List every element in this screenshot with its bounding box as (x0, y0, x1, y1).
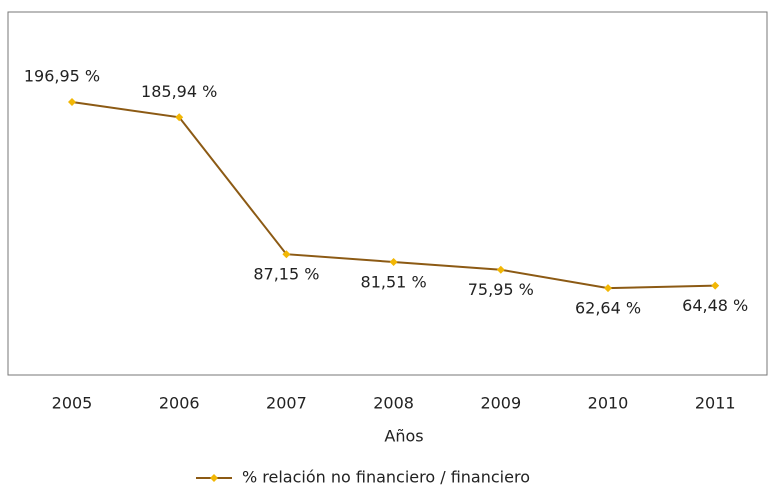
x-tick-label: 2005 (52, 394, 93, 413)
data-label: 75,95 % (468, 280, 534, 299)
point-marker (282, 250, 291, 259)
x-tick-label: 2010 (588, 394, 629, 413)
point-marker (175, 113, 184, 122)
data-label: 64,48 % (682, 296, 748, 315)
point-marker (711, 281, 720, 290)
data-label: 185,94 % (141, 82, 217, 101)
legend-marker (210, 474, 218, 482)
x-axis-title: Años (384, 427, 423, 446)
plot-frame (7, 11, 768, 376)
x-tick-label: 2006 (159, 394, 200, 413)
data-label: 81,51 % (361, 273, 427, 292)
point-marker (68, 98, 76, 106)
x-tick-label: 2008 (373, 394, 414, 413)
point-marker (604, 284, 612, 293)
data-label: 87,15 % (253, 265, 319, 284)
x-tick-label: 2011 (695, 394, 736, 413)
data-label: 62,64 % (575, 299, 641, 318)
data-label: 196,95 % (24, 67, 100, 86)
point-marker (389, 258, 398, 267)
legend-label: % relación no financiero / financiero (242, 468, 530, 487)
x-tick-label: 2007 (266, 394, 307, 413)
x-tick-label: 2009 (480, 394, 521, 413)
point-marker (496, 265, 505, 274)
